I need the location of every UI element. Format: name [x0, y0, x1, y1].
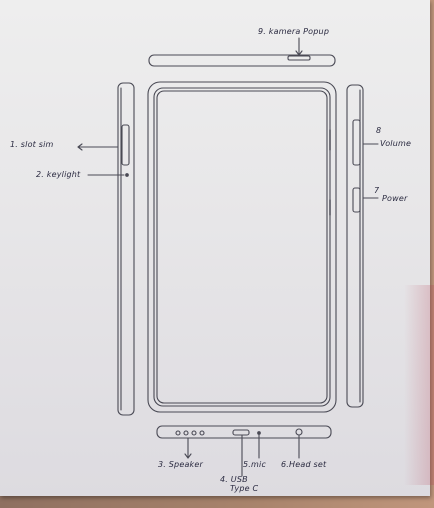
left-side-view	[77, 82, 135, 416]
label-power-number: 7	[374, 186, 380, 195]
speaker-hole-4	[199, 430, 205, 436]
label-usb-type-c: Type C	[230, 484, 259, 493]
label-slot-sim: 1. slot sim	[10, 140, 54, 149]
camera-popup-slot	[287, 55, 311, 61]
right-side-view	[346, 84, 379, 408]
front-view	[147, 81, 337, 413]
speaker-hole-1	[175, 430, 181, 436]
sim-slot	[121, 124, 130, 166]
power-button	[352, 187, 361, 213]
paper-sheet	[0, 0, 430, 496]
keylight-dot	[125, 173, 129, 177]
volume-button	[352, 119, 361, 166]
label-usb: 4. USB	[220, 475, 248, 484]
label-camera-popup: 9. kamera Popup	[258, 27, 330, 36]
label-keylight: 2. keylight	[36, 170, 81, 179]
label-headset: 6.Head set	[281, 460, 327, 469]
headset-jack	[295, 428, 303, 436]
label-power: Power	[382, 194, 408, 203]
label-volume: Volume	[380, 139, 412, 148]
mic-hole	[257, 431, 261, 435]
speaker-hole-3	[191, 430, 197, 436]
label-speaker: 3. Speaker	[158, 460, 203, 469]
usb-port	[232, 429, 250, 436]
speaker-hole-2	[183, 430, 189, 436]
label-volume-number: 8	[376, 126, 382, 135]
paper-shadow	[404, 285, 434, 485]
label-mic: 5.mic	[243, 460, 267, 469]
top-edge-view	[148, 37, 336, 67]
bottom-edge-view	[156, 425, 332, 477]
